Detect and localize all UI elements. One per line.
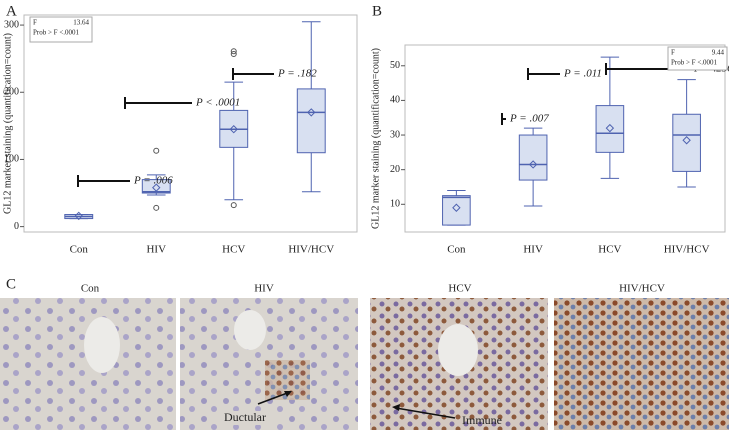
y-tick-label: 300	[4, 19, 19, 30]
plot-frame	[23, 14, 358, 233]
box	[442, 195, 471, 226]
image-label: HCV	[448, 283, 471, 295]
y-tick-label: 200	[4, 87, 19, 98]
outlier	[153, 147, 160, 154]
stats-box	[667, 46, 728, 71]
arrowhead	[392, 404, 400, 411]
y-tick-label: 40	[390, 95, 400, 106]
stats-text: F	[33, 19, 37, 27]
image-label: Con	[81, 283, 100, 295]
p-value: P = .007	[509, 113, 549, 125]
mean	[152, 183, 161, 192]
arrowhead	[284, 391, 292, 397]
arrow-label: Immune	[462, 413, 502, 427]
box	[141, 179, 171, 194]
x-tick-label: Con	[70, 244, 89, 256]
p-value: P < .0001	[195, 97, 240, 109]
x-tick-label: HCV	[222, 244, 245, 256]
x-tick-label: HCV	[598, 244, 621, 256]
y-tick-label: 100	[4, 154, 19, 165]
mean	[452, 203, 461, 212]
stats-text: 9.44	[712, 49, 725, 57]
mean	[74, 211, 83, 221]
x-tick-label: Con	[447, 244, 466, 256]
mean	[528, 160, 538, 169]
box	[296, 88, 326, 154]
y-tick-label: 30	[390, 129, 400, 140]
x-tick-label: HIV	[146, 244, 166, 256]
y-axis-label: GL12 marker staining (quantification=cou…	[370, 48, 381, 229]
mean	[307, 108, 316, 117]
x-tick-label: HIV/HCV	[288, 244, 334, 256]
panel-letter: A	[6, 3, 17, 19]
image-label: HIV/HCV	[619, 283, 665, 295]
box	[595, 105, 625, 153]
histology-image	[0, 298, 176, 430]
y-tick-label: 20	[390, 164, 400, 175]
arrow-label: Ductular	[224, 410, 266, 424]
vessel	[234, 310, 266, 350]
image-label: HIV	[254, 283, 274, 295]
y-tick-label: 10	[390, 199, 400, 210]
x-tick-label: HIV	[523, 244, 543, 256]
box	[518, 134, 548, 181]
y-tick-label: 50	[390, 60, 400, 71]
arrow	[257, 391, 291, 405]
arrow	[395, 407, 456, 419]
outlier	[230, 48, 237, 55]
mean	[605, 123, 615, 133]
outlier	[230, 50, 237, 57]
y-tick-label: 0	[14, 221, 19, 232]
stats-text: F	[671, 49, 675, 57]
panel-letter: C	[6, 276, 16, 292]
stats-text: Prob > F <.0001	[671, 59, 718, 67]
x-tick-label: HIV/HCV	[664, 244, 710, 256]
p-value: P = .006	[133, 175, 173, 187]
outlier	[230, 202, 237, 209]
mean	[682, 136, 691, 145]
vessel	[84, 317, 120, 373]
y-axis-label: GL12 marker staining (quantification=cou…	[2, 33, 13, 214]
plot-frame	[404, 44, 726, 233]
vessel	[438, 324, 478, 376]
stats-text: 13.64	[73, 19, 89, 27]
label-bg	[216, 411, 274, 425]
histology-image	[554, 298, 729, 430]
outlier	[153, 204, 160, 211]
mean	[229, 125, 238, 134]
panel-letter: B	[372, 3, 382, 19]
p-value: P = .182	[277, 68, 317, 80]
box	[672, 113, 701, 172]
p-value: P = .011	[563, 68, 602, 80]
stats-box	[29, 16, 93, 43]
stats-text: Prob > F <.0001	[33, 29, 80, 37]
